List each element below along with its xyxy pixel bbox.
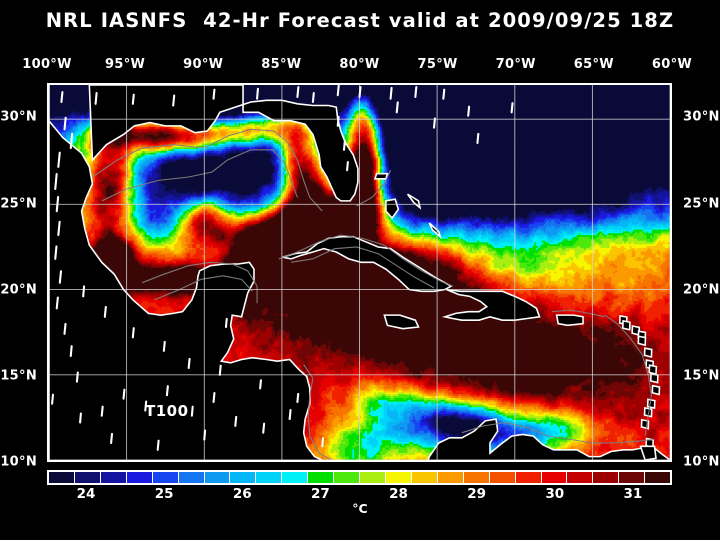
y-tick-label-right: 15°N xyxy=(683,368,720,384)
colorbar-swatch xyxy=(230,472,257,483)
colorbar-tick-labels: 24 25 26 27 28 29 30 31 xyxy=(47,486,672,502)
x-tick-label: 85°W xyxy=(261,57,302,72)
colorbar-swatch xyxy=(541,472,568,483)
colorbar-swatch xyxy=(645,472,671,483)
y-tick-label-left: 30°N xyxy=(0,109,37,125)
x-tick-label: 75°W xyxy=(417,57,458,72)
colorbar-swatch xyxy=(593,472,620,483)
colorbar-tick-label: 28 xyxy=(389,486,408,502)
colorbar-swatch xyxy=(49,472,75,483)
colorbar-swatch xyxy=(178,472,205,483)
y-tick-label-left: 20°N xyxy=(0,282,37,298)
map-plot-area: T100 xyxy=(47,83,672,462)
colorbar xyxy=(47,470,672,485)
page-title: NRL IASNFS 42-Hr Forecast valid at 2009/… xyxy=(45,9,675,32)
colorbar-swatch xyxy=(515,472,542,483)
y-tick-label-left: 25°N xyxy=(0,196,37,212)
colorbar-swatch xyxy=(437,472,464,483)
colorbar-swatch xyxy=(74,472,101,483)
x-tick-label: 65°W xyxy=(573,57,614,72)
colorbar-swatch xyxy=(334,472,361,483)
colorbar-swatch xyxy=(256,472,283,483)
y-tick-label-right: 20°N xyxy=(683,282,720,298)
colorbar-tick-label: 25 xyxy=(154,486,174,502)
x-tick-label: 60°W xyxy=(651,57,693,72)
colorbar-swatch xyxy=(100,472,127,483)
colorbar-swatch xyxy=(567,472,594,483)
y-tick-label-left: 15°N xyxy=(0,368,37,384)
x-tick-label: 100°W xyxy=(22,57,72,72)
x-tick-label: 95°W xyxy=(105,57,146,72)
colorbar-tick-label: 27 xyxy=(311,486,330,502)
y-tick-label-right: 25°N xyxy=(683,196,720,212)
colorbar-swatch xyxy=(360,472,386,483)
colorbar-swatch xyxy=(308,472,335,483)
colorbar-swatch xyxy=(204,472,231,483)
colorbar-unit-label: °C xyxy=(352,501,368,516)
colorbar-swatch xyxy=(126,472,153,483)
colorbar-swatch xyxy=(385,472,412,483)
colorbar-tick-label: 29 xyxy=(467,486,487,502)
y-tick-label-right: 30°N xyxy=(683,109,720,125)
sst-field xyxy=(49,85,670,460)
colorbar-swatch xyxy=(489,472,516,483)
y-tick-label-right: 10°N xyxy=(683,454,720,470)
colorbar-tick-label: 30 xyxy=(545,486,565,502)
colorbar-tick-label: 24 xyxy=(76,486,96,502)
x-tick-label: 70°W xyxy=(495,57,536,72)
colorbar-swatch xyxy=(463,472,490,483)
colorbar-swatch xyxy=(152,472,179,483)
colorbar-swatch xyxy=(619,472,646,483)
colorbar-tick-label: 31 xyxy=(623,486,643,502)
y-tick-label-left: 10°N xyxy=(0,454,37,470)
colorbar-swatch xyxy=(282,472,309,483)
colorbar-swatch xyxy=(411,472,438,483)
colorbar-tick-label: 26 xyxy=(232,486,252,502)
x-tick-label: 80°W xyxy=(339,57,380,72)
x-tick-label: 90°W xyxy=(183,57,224,72)
t100-annotation: T100 xyxy=(145,402,189,420)
